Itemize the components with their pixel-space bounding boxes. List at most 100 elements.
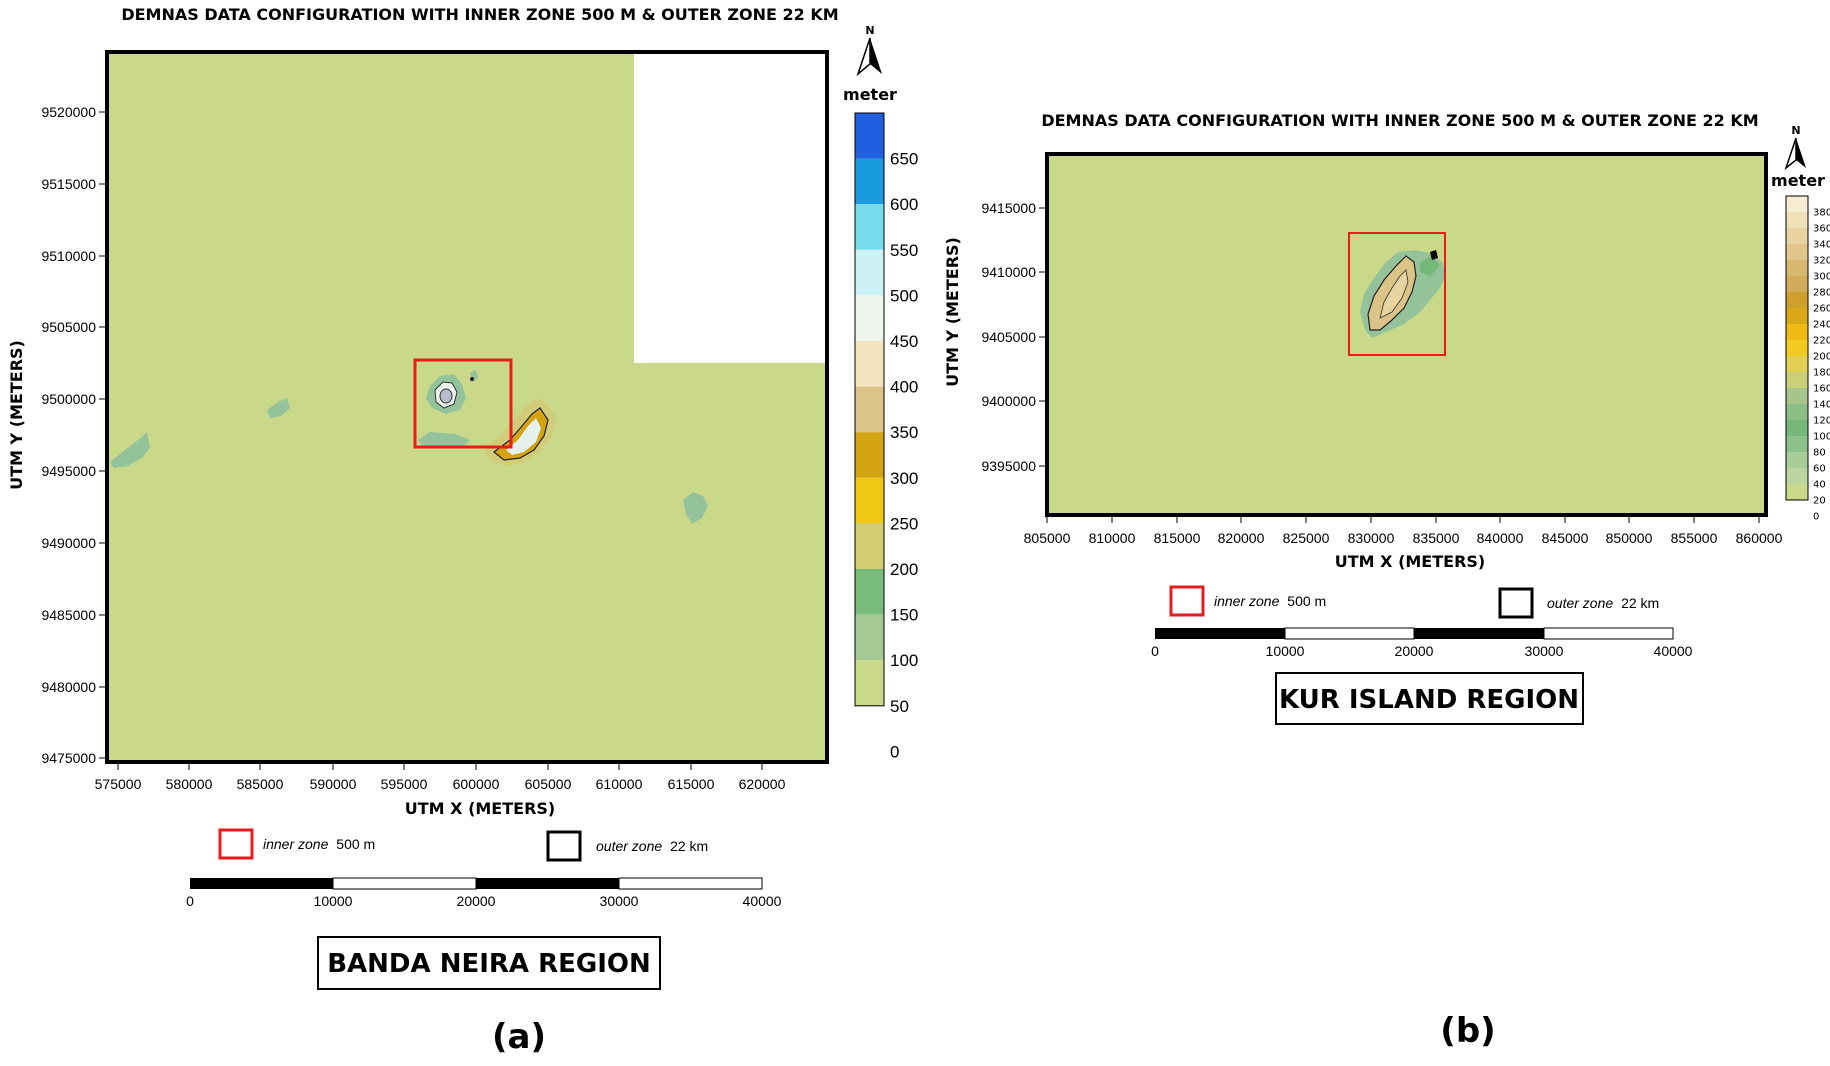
panel-b: DEMNAS DATA CONFIGURATION WITH INNER ZON… [943,111,1830,1051]
x-tick-label: 840000 [1477,530,1524,546]
colorbar-tick-label: 140 [1813,400,1830,411]
scalebar-label: 40000 [1654,643,1693,659]
region-label: KUR ISLAND REGION [1279,685,1579,715]
summit-marker [470,377,474,381]
colorbar-tick-label: 180 [1813,368,1830,379]
region-label-box [317,936,661,990]
panel-b-legend: inner zone 500 m outer zone 22 km [1169,585,1659,619]
colorbar: 3803603403203002802602402202001801601401… [1785,195,1830,523]
colorbar-tick-label: 200 [890,560,918,579]
colorbar-swatch [855,249,884,296]
y-tick-label: 9400000 [981,393,1036,409]
x-tick-label: 610000 [596,776,643,792]
panel-a: DEMNAS DATA CONFIGURATION WITH INNER ZON… [7,5,918,1057]
colorbar-tick-label: 150 [890,606,918,625]
scalebar-label: 10000 [314,893,353,909]
y-tick-label: 9490000 [41,535,96,551]
panel-a-scalebar: 0 10000 20000 30000 40000 [186,877,782,909]
island-kur-north-east [1420,256,1440,276]
colorbar-swatch [1786,244,1808,260]
island-kur-peak [1379,269,1409,319]
scalebar-label: 30000 [600,893,639,909]
x-tick-label: 825000 [1283,530,1330,546]
x-tick-label: 850000 [1606,530,1653,546]
colorbar-tick-label: 0 [890,742,899,761]
colorbar-frame [1785,195,1809,501]
colorbar-tick-label: 380 [1813,208,1830,219]
inner-zone-legend-swatch [1169,585,1205,617]
colorbar-swatch [1786,356,1808,372]
colorbar-swatch [1786,340,1808,356]
colorbar-frame [854,112,885,707]
scalebar-label: 0 [1151,643,1159,659]
x-tick-label: 585000 [237,776,284,792]
colorbar-tick-label: 50 [890,697,909,716]
x-tick-label: 605000 [525,776,572,792]
colorbar-tick-label: 300 [1813,272,1830,283]
region-label-box [1275,672,1584,725]
north-arrow-icon: N [1784,124,1806,171]
north-label: N [865,24,874,37]
colorbar-swatch [855,341,884,387]
x-tick-label: 590000 [310,776,357,792]
colorbar-tick-label: 100 [890,651,918,670]
panel-a-caption: (a) [492,1017,546,1057]
colorbar-swatch [1786,372,1808,388]
colorbar-swatch [1786,484,1808,500]
colorbar-tick-label: 80 [1813,448,1826,459]
colorbar-swatch [1786,276,1808,292]
outer-zone-frame [1045,152,1768,517]
x-tick-label: 615000 [668,776,715,792]
colorbar-tick-label: 0 [1813,512,1819,523]
panel-b-ylabel: UTM Y (METERS) [943,237,962,387]
north-label: N [1791,124,1800,137]
x-tick-label: 815000 [1154,530,1201,546]
island-mid-west [267,398,290,418]
x-tick-label: 805000 [1024,530,1071,546]
colorbar-tick-label: 280 [1813,288,1830,299]
colorbar-tick-label: 260 [1813,304,1830,315]
islet-marker [1430,250,1438,260]
colorbar-swatch [855,386,884,433]
colorbar-swatch [855,295,884,341]
x-tick-label: 620000 [739,776,786,792]
colorbar-tick-label: 320 [1813,256,1830,267]
colorbar-tick-label: 160 [1813,384,1830,395]
inner-zone-legend-value: 500 m [1287,593,1326,609]
colorbar-tick-label: 650 [890,150,918,169]
y-tick-label: 9495000 [41,463,96,479]
panel-a-y-ticks: 9520000 9515000 9510000 9505000 9500000 … [41,104,107,766]
inner-zone-legend-label: inner zone [263,836,329,852]
outer-zone-frame [105,50,829,764]
island-west [110,432,150,468]
x-tick-label: 600000 [453,776,500,792]
svg-text:inner zone 500 m: inner zone 500 m [263,836,375,852]
svg-text:inner zone 500 m: inner zone 500 m [1214,593,1326,609]
island-features [1360,250,1446,338]
x-tick-label: 595000 [381,776,428,792]
outer-zone-legend-swatch [1498,587,1534,619]
colorbar-tick-label: 250 [890,514,918,533]
map-background [1047,154,1766,515]
colorbar-swatch [855,113,884,159]
scalebar-label: 10000 [1266,643,1305,659]
colorbar-swatch [1786,212,1808,228]
panel-a-x-ticks: 575000 580000 585000 590000 595000 60000… [95,762,786,792]
y-tick-label: 9480000 [41,679,96,695]
colorbar-swatch [855,477,884,524]
colorbar-swatch [855,204,884,250]
colorbar-swatch [1786,452,1808,468]
outer-zone-legend-label: outer zone [1547,595,1613,611]
colorbar-tick-label: 400 [890,378,918,397]
panel-b-map [1045,152,1768,517]
y-tick-label: 9475000 [41,750,96,766]
colorbar-tick-label: 20 [1813,496,1826,507]
colorbar-tick-label: 350 [890,423,918,442]
no-data-region [634,52,827,363]
inner-zone-box [1348,232,1446,356]
colorbar-swatch [855,569,884,615]
x-tick-label: 835000 [1413,530,1460,546]
colorbar-swatch [1786,292,1808,308]
panel-b-title: DEMNAS DATA CONFIGURATION WITH INNER ZON… [1041,111,1758,130]
